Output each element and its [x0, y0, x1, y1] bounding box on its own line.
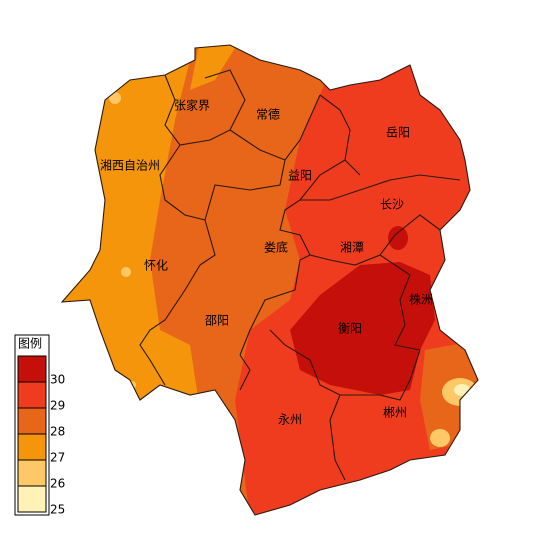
zone: [430, 429, 450, 447]
legend-swatch: [17, 355, 47, 383]
legend-title: 图例: [18, 337, 42, 351]
zone: [290, 262, 435, 395]
zone: [121, 267, 131, 277]
city-label: 衡阳: [338, 322, 362, 336]
legend-tick-label: 30: [50, 373, 65, 387]
zone: [388, 226, 408, 250]
city-label: 娄底: [264, 240, 288, 255]
legend-swatch: [17, 433, 47, 461]
legend-swatch: [17, 459, 47, 487]
city-label: 张家界: [174, 98, 210, 113]
city-label: 郴州: [383, 406, 407, 420]
city-label: 邵阳: [205, 314, 229, 328]
city-label: 长沙: [380, 198, 404, 212]
legend-frame: [14, 334, 50, 516]
prefecture-border: [139, 69, 461, 481]
province-border: [60, 44, 479, 516]
legend-tick-label: 29: [50, 399, 65, 413]
city-label: 株洲: [409, 292, 433, 307]
city-label: 益阳: [288, 169, 312, 183]
zone: [109, 92, 121, 104]
legend-swatch: [17, 485, 47, 513]
city-label: 怀化: [144, 259, 168, 273]
legend-tick-label: 28: [50, 425, 65, 439]
zone: [454, 384, 470, 396]
zone: [190, 45, 240, 90]
legend-tick-label: 25: [50, 503, 65, 517]
city-label: 常德: [256, 107, 280, 122]
city-label: 岳阳: [386, 126, 410, 140]
city-label: 湘西自治州: [100, 158, 160, 173]
legend: 图例 30 29 28 27 26 25: [14, 334, 65, 517]
legend-tick-label: 27: [50, 451, 65, 465]
city-label: 永州: [278, 413, 302, 427]
legend-swatch: [17, 381, 47, 409]
legend-tick-label: 26: [50, 477, 65, 491]
city-label: 湘潭: [340, 240, 364, 255]
legend-swatch: [17, 407, 47, 435]
